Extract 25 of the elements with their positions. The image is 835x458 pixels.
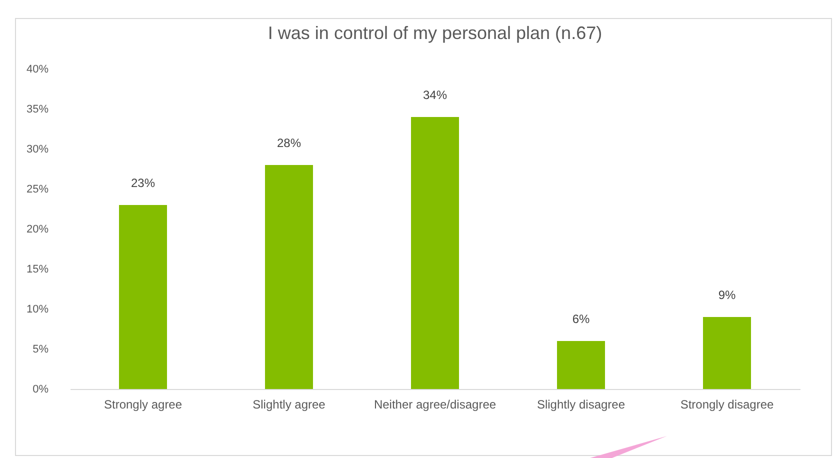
x-tick-label: Strongly agree xyxy=(104,398,182,412)
y-tick-label: 10% xyxy=(26,304,49,316)
y-tick-label: 5% xyxy=(32,344,49,356)
y-tick-label: 35% xyxy=(26,104,49,116)
data-label: 28% xyxy=(276,136,302,150)
x-tick-label: Neither agree/disagree xyxy=(374,398,496,412)
x-tick-label: Slightly agree xyxy=(252,398,326,412)
y-tick-label: 20% xyxy=(26,224,49,236)
bar xyxy=(411,117,459,389)
y-tick-label: 30% xyxy=(26,144,49,156)
bar xyxy=(557,341,605,389)
y-tick-label: 15% xyxy=(26,264,49,276)
x-tick-label: Slightly disagree xyxy=(536,398,626,412)
data-label: 6% xyxy=(572,312,590,326)
y-tick-label: 0% xyxy=(32,384,49,396)
bar xyxy=(119,205,167,389)
data-label: 23% xyxy=(130,176,156,190)
bar xyxy=(265,165,313,389)
x-tick-label: Strongly disagree xyxy=(680,398,774,412)
chart-title: I was in control of my personal plan (n.67) xyxy=(268,23,602,43)
data-label: 34% xyxy=(422,88,448,102)
bar xyxy=(703,317,751,389)
y-tick-label: 40% xyxy=(26,64,49,76)
y-tick-label: 25% xyxy=(26,184,49,196)
data-label: 9% xyxy=(718,288,736,302)
